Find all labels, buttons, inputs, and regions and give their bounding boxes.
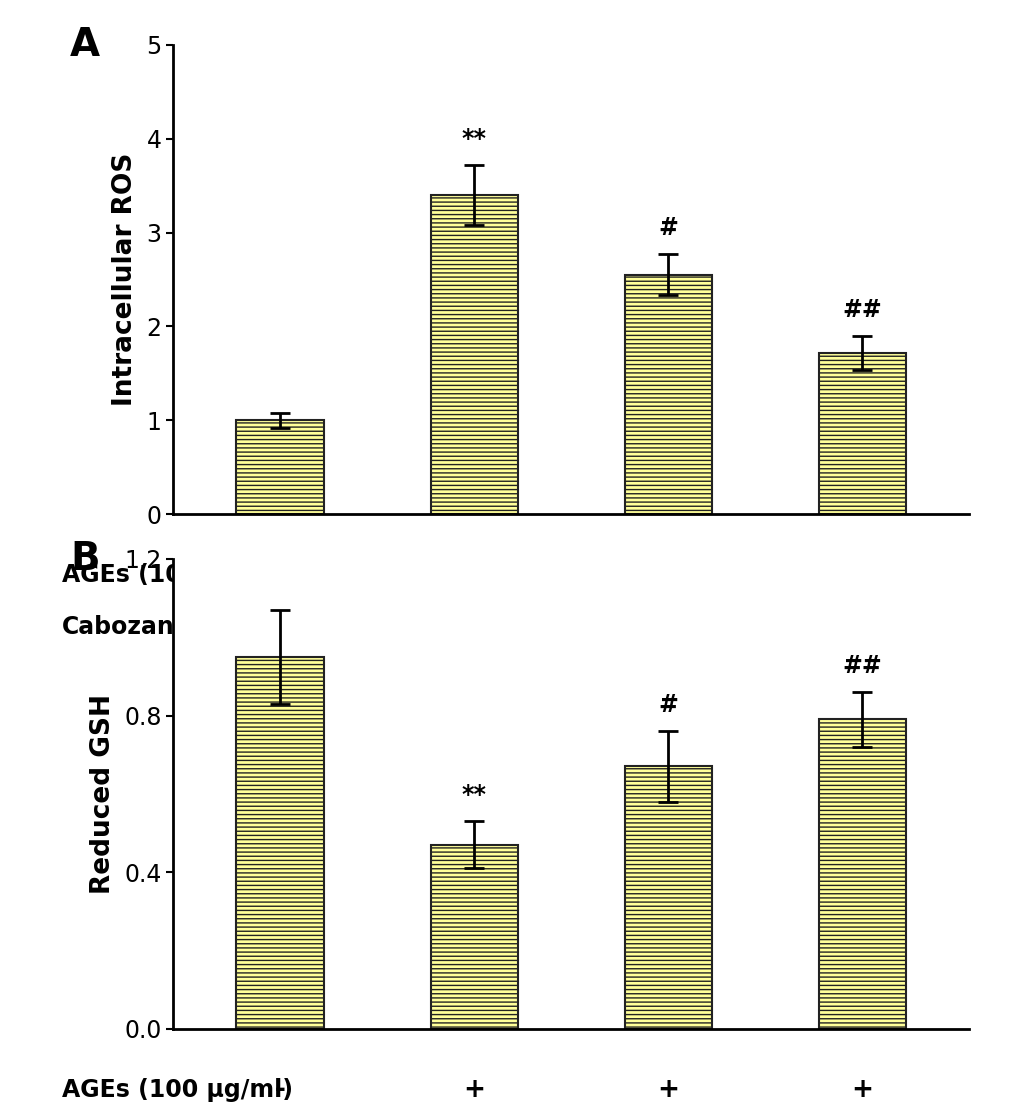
Text: A: A [70, 26, 100, 64]
Text: -: - [274, 562, 285, 588]
Text: Cabozantinib: Cabozantinib [62, 615, 236, 639]
Bar [624, 275, 711, 514]
Text: ##: ## [842, 654, 881, 678]
Text: ##: ## [842, 297, 881, 322]
Bar [236, 420, 323, 514]
Text: #: # [657, 216, 678, 240]
Text: +: + [656, 1077, 679, 1102]
Text: 0: 0 [465, 614, 483, 639]
Text: +: + [851, 1077, 872, 1102]
Text: +: + [656, 562, 679, 588]
Text: B: B [70, 540, 100, 578]
Text: +: + [851, 562, 872, 588]
Text: **: ** [462, 126, 486, 151]
Bar [818, 353, 905, 514]
Y-axis label: Intracellular ROS: Intracellular ROS [112, 153, 138, 406]
Bar [818, 720, 905, 1029]
Bar [236, 656, 323, 1029]
Text: #: # [657, 693, 678, 717]
Text: 10: 10 [649, 614, 686, 639]
Text: 0: 0 [271, 614, 289, 639]
Bar [624, 767, 711, 1029]
Text: +: + [463, 1077, 485, 1102]
Text: **: ** [462, 783, 486, 807]
Bar [430, 845, 518, 1029]
Text: AGEs (100 μg/ml): AGEs (100 μg/ml) [62, 1078, 292, 1101]
Text: -: - [274, 1077, 285, 1102]
Text: +: + [463, 562, 485, 588]
Y-axis label: Reduced GSH: Reduced GSH [90, 694, 115, 893]
Bar [430, 195, 518, 514]
Text: 20 μM: 20 μM [816, 614, 907, 639]
Text: AGEs (100 μg/ml): AGEs (100 μg/ml) [62, 563, 292, 587]
